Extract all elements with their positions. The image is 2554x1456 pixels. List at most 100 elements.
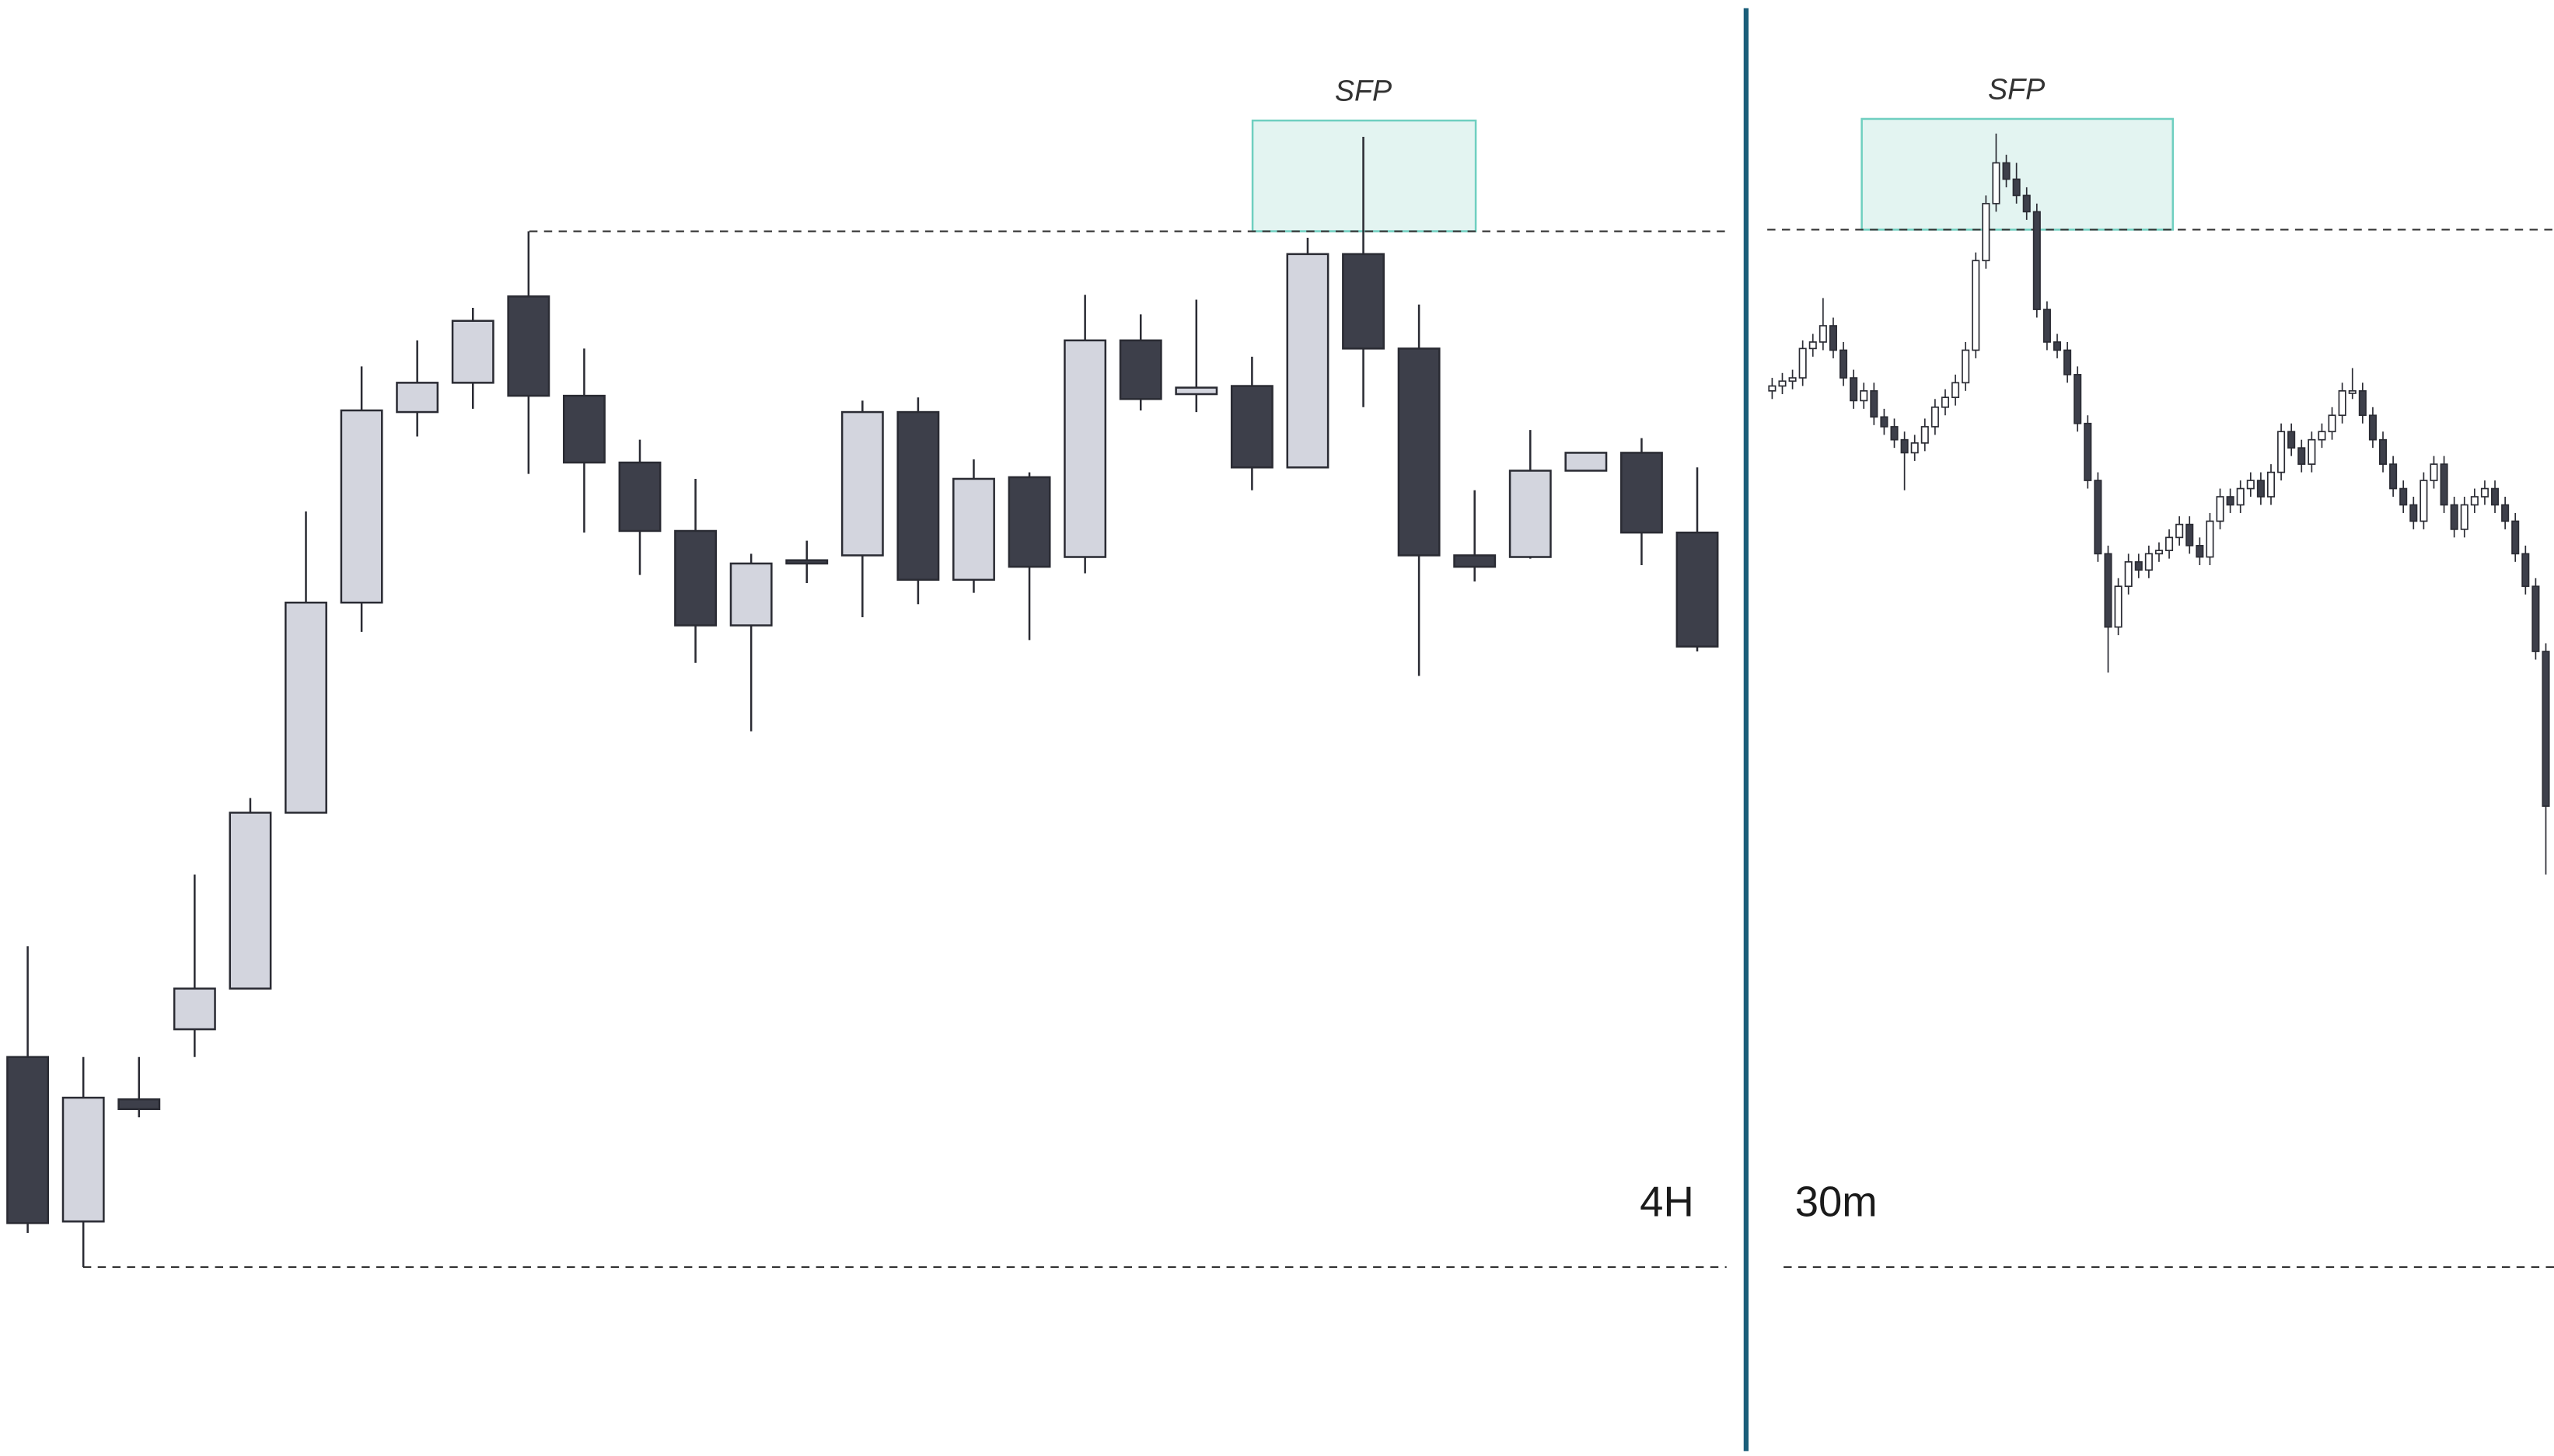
candle-body [1675, 531, 1719, 648]
candle-body [2063, 349, 2072, 375]
timeframe-label: 30m [1795, 1178, 1878, 1226]
annotation: SFP [1988, 72, 2045, 105]
candle-body [173, 987, 216, 1031]
candle-body [1564, 452, 1608, 472]
candle-body [2440, 463, 2448, 506]
candle-body [1920, 426, 1929, 444]
candle-body [2084, 422, 2092, 481]
timeframe-label: 4H [1640, 1178, 1694, 1226]
candle-body [2114, 585, 2123, 628]
candle-body [451, 319, 494, 384]
candle-body [1880, 416, 1888, 428]
candle-body [1819, 325, 1827, 343]
candle-body [1175, 386, 1218, 396]
candle-body [2542, 651, 2550, 807]
candle-body [2032, 211, 2041, 310]
candle-body [2206, 520, 2214, 558]
candle-body [2094, 480, 2102, 555]
candle-body [1941, 396, 1950, 408]
candle-body [1286, 253, 1329, 469]
candle-body [2196, 545, 2204, 558]
candle-body [1808, 341, 1817, 350]
candle-body [729, 562, 773, 627]
candle-body [285, 601, 327, 814]
candle-body [2256, 480, 2265, 498]
candle-body [117, 1098, 161, 1110]
candle-body [2460, 504, 2468, 530]
candle-body [1860, 389, 1868, 402]
candle-body [2165, 536, 2174, 551]
candle-body [340, 409, 383, 604]
candle-body [1910, 442, 1919, 454]
candle-body [2399, 487, 2408, 506]
candle-body [2002, 162, 2011, 180]
candle-body [2144, 553, 2153, 571]
candle-body [2185, 523, 2194, 546]
candle-body [1982, 203, 1990, 262]
candle-body [1119, 339, 1162, 400]
candle-body [2480, 487, 2489, 498]
candle-body [2134, 560, 2143, 571]
candle-body [896, 410, 940, 581]
candle-body [2053, 341, 2062, 351]
candle-body [1064, 339, 1107, 558]
candle-body [618, 461, 662, 532]
candle-body [840, 410, 884, 557]
candle-body [1008, 476, 1051, 568]
candle-body [2012, 178, 2021, 197]
candle-body [1778, 380, 1787, 387]
candle-body [1900, 438, 1909, 454]
candle-body [229, 812, 272, 990]
candle-body [1230, 385, 1274, 469]
candle-body [2419, 480, 2428, 522]
candle-body [2287, 431, 2296, 449]
candle-body [396, 382, 439, 414]
candle-body [2226, 496, 2234, 506]
candle-body [2216, 496, 2224, 522]
candle-body [2074, 374, 2082, 424]
candle-body [1508, 470, 1552, 558]
candle-body [2277, 431, 2286, 473]
candle-body [2022, 194, 2031, 213]
candle-body [2521, 553, 2530, 588]
candle-body [6, 1056, 50, 1224]
candle-body [2470, 496, 2479, 506]
candle-body [2368, 414, 2377, 441]
candle-body [1829, 325, 1837, 351]
candle-body [785, 559, 829, 565]
candle-body [1768, 385, 1777, 392]
candle-body [1798, 347, 1807, 379]
candle-body [2450, 504, 2458, 530]
candle-body [1397, 347, 1441, 557]
candle-body [2378, 438, 2388, 465]
candle-body [1342, 253, 1385, 350]
candle-body [507, 295, 550, 397]
candle-body [2338, 389, 2346, 417]
candle-body [2409, 504, 2418, 522]
candle-body [61, 1096, 105, 1223]
candle-body [1840, 349, 1848, 379]
sfp-zone [1860, 117, 2175, 231]
candle-body [2531, 585, 2540, 652]
candle-body [2491, 487, 2500, 506]
candle-body [2297, 447, 2306, 465]
candle-body [1870, 389, 1878, 418]
candle-body [2266, 471, 2276, 498]
candle-body [1453, 554, 1497, 568]
candle-body [2124, 560, 2133, 588]
candle-body [1788, 377, 1797, 382]
candle-body [2104, 553, 2112, 628]
candle-body [2042, 309, 2051, 343]
candle-body [674, 529, 718, 627]
candle-body [1972, 260, 1980, 351]
candle-body [2358, 389, 2367, 417]
candle-body [1962, 349, 1970, 384]
candle-body [2430, 463, 2438, 481]
candle-body [2328, 414, 2336, 433]
candle-body [1992, 162, 2000, 204]
candle-body [1890, 426, 1899, 441]
candle-body [1930, 406, 1939, 428]
candle-body [562, 394, 606, 464]
